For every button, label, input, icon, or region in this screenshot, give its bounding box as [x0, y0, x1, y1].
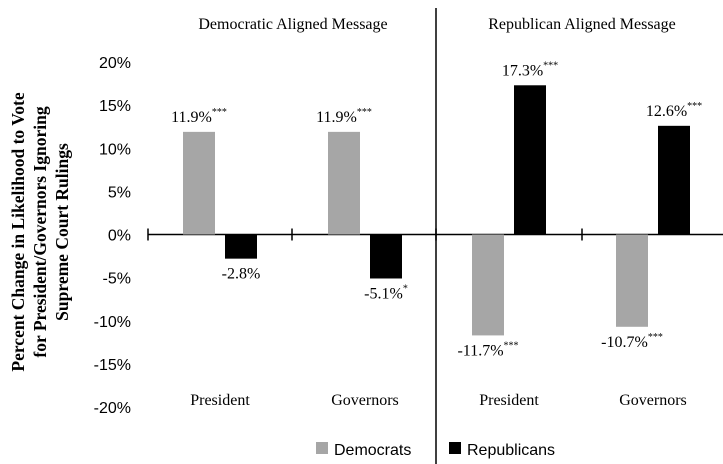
bar-democrats [472, 234, 504, 336]
legend-label-republicans: Republicans [467, 442, 555, 459]
category-label: Governors [619, 392, 687, 409]
y-tick-label: 5% [108, 184, 131, 201]
legend-swatch-democrats [316, 442, 328, 454]
y-axis-tick-labels: 20% 15% 10% 5% 0% -5% -10% -15% -20% [94, 55, 131, 417]
y-tick-label: -20% [94, 400, 131, 417]
category-labels: President Governors President Governors [190, 392, 687, 409]
y-axis-title-line-3: Supreme Court Rulings [52, 143, 72, 321]
bar-democrats [616, 234, 648, 327]
bar-republicans [370, 234, 402, 279]
y-tick-label: -10% [94, 314, 131, 331]
y-tick-label: 0% [108, 228, 131, 245]
category-label: President [190, 392, 250, 409]
plot-area: 11.9%*** -2.8% 11.9%*** -5.1%* -11.7%*** 17.3… [147, 60, 723, 359]
y-tick-label: -15% [94, 357, 131, 374]
bar-republicans [514, 85, 546, 235]
bar-republicans [225, 234, 257, 259]
bar-democrats [328, 131, 360, 235]
panel-title-democratic: Democratic Aligned Message [198, 16, 387, 33]
legend-swatch-republicans [449, 442, 461, 454]
panel-title-republican: Republican Aligned Message [488, 16, 676, 33]
data-label: 17.3%*** [502, 60, 558, 79]
y-tick-label: 10% [99, 141, 131, 158]
y-axis-title-line-2: for President/Governors Ignoring [30, 106, 50, 357]
legend: Democrats Republicans [316, 442, 555, 459]
bar-democrats [183, 131, 215, 235]
data-label: -5.1%* [364, 283, 408, 302]
category-label: Governors [331, 392, 399, 409]
y-axis-title: Percent Change in Likelihood to Vote for… [8, 92, 72, 371]
panel-titles: Democratic Aligned Message Republican Al… [198, 16, 675, 33]
data-label: 11.9%*** [171, 107, 227, 126]
y-tick-label: 20% [99, 55, 131, 72]
y-tick-label: 15% [99, 98, 131, 115]
data-label: 11.9%*** [316, 107, 372, 126]
data-label: -11.7%*** [457, 340, 518, 359]
y-tick-label: -5% [103, 271, 131, 288]
data-label: -2.8% [222, 266, 261, 283]
data-label: -10.7%*** [601, 332, 663, 351]
data-label: 12.6%*** [646, 101, 702, 120]
category-label: President [479, 392, 539, 409]
y-axis-title-line-1: Percent Change in Likelihood to Vote [8, 92, 28, 371]
legend-label-democrats: Democrats [334, 442, 411, 459]
bar-republicans [658, 125, 690, 235]
